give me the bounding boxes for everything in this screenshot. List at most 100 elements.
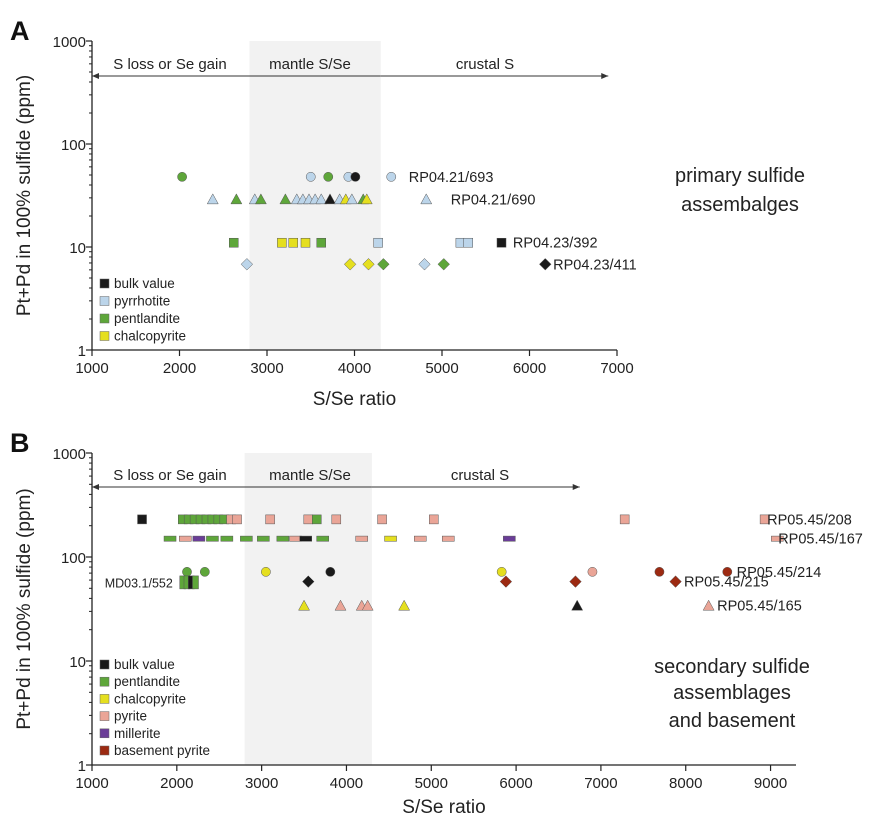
panel-label: B	[10, 428, 30, 458]
y-tick-label: 1	[78, 343, 86, 360]
data-point-chalcopyrite	[277, 237, 287, 248]
legend-label: bulk value	[114, 276, 175, 291]
data-point-pyrrhotite	[386, 171, 397, 182]
data-point-pyrite	[414, 535, 427, 542]
data-point-pyrite	[303, 514, 314, 525]
sample-label: RP05.45/215	[684, 575, 769, 591]
arrow-head	[601, 73, 609, 79]
legend-label: millerite	[114, 726, 161, 741]
x-tick-label: 7000	[600, 360, 633, 377]
legend-label: pyrrhotite	[114, 294, 170, 309]
region-label: S loss or Se gain	[113, 56, 226, 73]
legend-label: basement pyrite	[114, 743, 210, 758]
data-point-pyrite	[334, 599, 347, 611]
legend-swatch	[99, 676, 110, 687]
panel-a: 1000 2000 3000 4000 5000 6000 7000 1 10 100 1000 S/…	[10, 16, 805, 410]
data-point-pyrite	[619, 514, 630, 525]
legend-label: pentlandite	[114, 674, 180, 689]
data-point-pentlandite	[377, 258, 390, 271]
data-point-pentlandite	[437, 258, 450, 271]
data-point-basement	[654, 566, 665, 577]
y-tick-label: 10	[69, 654, 86, 671]
data-point-pyrite	[361, 599, 374, 611]
data-point-pyrite	[441, 535, 455, 542]
data-point-pentlandite	[240, 535, 253, 542]
x-tick-label: 6000	[513, 360, 546, 377]
region-label: crustal S	[451, 467, 509, 484]
arrow-head	[92, 73, 99, 79]
x-tick-label: 2000	[160, 775, 193, 792]
x-tick-label: 6000	[499, 775, 532, 792]
data-point-pentlandite	[177, 171, 187, 182]
data-point-chalcopyrite	[261, 566, 271, 577]
data-point-chalcopyrite	[360, 193, 373, 205]
data-point-basement	[569, 575, 582, 588]
panel-annotation: and basement	[669, 710, 796, 732]
data-point-pyrite	[429, 514, 439, 525]
data-point-pyrrhotite	[315, 193, 328, 205]
x-tick-label: 7000	[584, 775, 617, 792]
x-tick-label: 2000	[163, 360, 196, 377]
y-tick-label: 1000	[53, 446, 86, 463]
sample-label: RP04.21/690	[451, 192, 536, 208]
y-axis-title: Pt+Pd in 100% sulfide (ppm)	[14, 488, 35, 729]
x-tick-label: 9000	[754, 775, 787, 792]
y-tick-label: 100	[61, 550, 86, 567]
sample-label: RP04.23/411	[553, 257, 637, 273]
legend-swatch	[99, 694, 110, 704]
data-point-chalcopyrite	[288, 237, 298, 248]
legend-swatch	[99, 745, 110, 756]
data-point-basement	[499, 575, 513, 588]
legend-label: chalcopyrite	[114, 691, 186, 706]
x-tick-label: 4000	[338, 360, 371, 377]
data-point-bulk	[325, 566, 336, 577]
legend-label: chalcopyrite	[114, 329, 186, 344]
data-point-pyrite	[265, 514, 275, 525]
legend-swatch	[99, 313, 110, 324]
data-point-pentlandite	[312, 514, 322, 525]
data-point-pyrrhotite	[463, 237, 473, 248]
data-point-pentlandite	[316, 535, 329, 542]
x-axis-title: S/Se ratio	[402, 797, 485, 818]
y-tick-label: 1	[78, 758, 86, 775]
data-point-pyrrhotite	[420, 193, 433, 205]
data-point-pyrrhotite	[305, 171, 316, 182]
data-point-pyrite	[759, 514, 770, 525]
data-point-pyrite	[179, 535, 192, 542]
data-point-bulk	[299, 535, 312, 542]
data-point-pentlandite	[206, 535, 219, 542]
sample-label: MD03.1/552	[105, 576, 173, 590]
data-point-pyrrhotite	[206, 193, 219, 205]
legend-swatch	[99, 296, 110, 306]
y-tick-label: 1000	[53, 34, 86, 51]
panel-b: 1000 2000 3000 4000 5000 6000 7000 8000 9000 1 10 1…	[10, 428, 863, 818]
data-point-pyrrhotite	[373, 237, 383, 248]
sample-label: RP04.21/693	[409, 170, 494, 186]
data-point-chalcopyrite	[398, 599, 411, 611]
legend-swatch	[99, 728, 110, 739]
data-point-pentlandite	[229, 237, 239, 248]
data-point-chalcopyrite	[362, 258, 375, 271]
data-point-pyrite	[771, 535, 784, 542]
legend-label: pyrite	[114, 709, 147, 724]
data-point-millerite	[503, 535, 516, 542]
region-label: mantle S/Se	[269, 56, 351, 73]
data-point-pentlandite	[220, 535, 234, 542]
data-point-chalcopyrite	[298, 599, 310, 611]
data-point-pentlandite	[199, 566, 210, 577]
legend-swatch	[99, 331, 110, 341]
data-point-bulk	[324, 193, 336, 205]
panel-annotation: assembalges	[681, 194, 799, 216]
data-point-basement	[722, 566, 733, 577]
data-point-pyrrhotite	[345, 193, 358, 205]
data-point-chalcopyrite	[384, 535, 397, 542]
x-tick-label: 1000	[75, 775, 108, 792]
data-point-chalcopyrite	[343, 258, 357, 271]
sample-label: RP05.45/208	[767, 512, 852, 528]
y-axis-title: Pt+Pd in 100% sulfide (ppm)	[14, 75, 35, 316]
x-tick-label: 5000	[425, 360, 458, 377]
data-point-pentlandite	[192, 575, 199, 590]
data-point-bulk	[539, 258, 552, 271]
data-point-pyrite	[587, 566, 598, 577]
